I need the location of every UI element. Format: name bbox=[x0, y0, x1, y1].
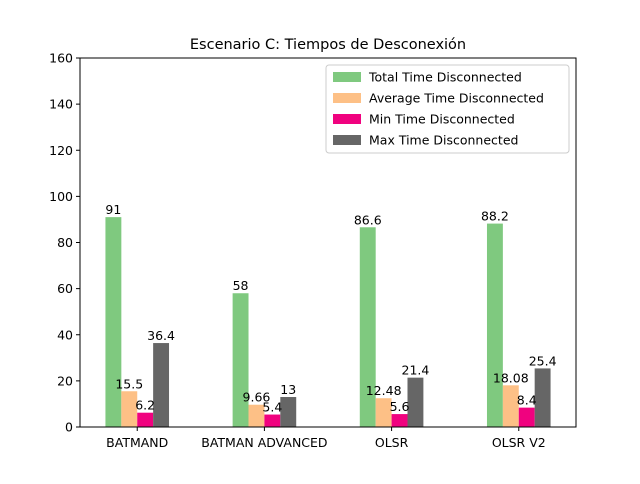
bar-value-label: 5.4 bbox=[262, 400, 282, 415]
bar bbox=[105, 217, 122, 427]
legend-label: Average Time Disconnected bbox=[369, 91, 544, 106]
bar-value-label: 25.4 bbox=[529, 353, 557, 368]
x-tick-label: OLSR V2 bbox=[492, 435, 546, 450]
bar bbox=[121, 391, 138, 427]
legend-box bbox=[325, 64, 570, 154]
y-tick-label: 160 bbox=[49, 51, 73, 66]
legend-swatch bbox=[333, 72, 361, 82]
bar bbox=[534, 368, 551, 427]
y-tick-label: 100 bbox=[49, 189, 73, 204]
legend: Total Time Disconnected Average Time Disc… bbox=[325, 64, 570, 154]
bar bbox=[137, 412, 154, 427]
bar-value-label: 21.4 bbox=[402, 363, 430, 378]
bars-layer bbox=[105, 217, 551, 427]
y-tick-label: 0 bbox=[65, 420, 73, 435]
bar bbox=[264, 414, 281, 427]
y-tick-label: 120 bbox=[49, 143, 73, 158]
y-tick-label: 60 bbox=[57, 281, 73, 296]
axes-layer: 0 20 40 60 80 100 120 140 160 BATMAND BATMAN ADVAN… bbox=[49, 51, 577, 450]
bar-value-label: 58 bbox=[233, 278, 249, 293]
bar-value-label: 12.48 bbox=[366, 383, 402, 398]
legend-swatch bbox=[333, 135, 361, 145]
bar-value-label: 8.4 bbox=[517, 393, 537, 408]
bar-value-label: 15.5 bbox=[115, 376, 143, 391]
bar bbox=[407, 377, 424, 427]
y-tick-label: 40 bbox=[57, 327, 73, 342]
bar bbox=[486, 223, 503, 427]
bar-value-label: 9.66 bbox=[243, 390, 271, 405]
bar bbox=[518, 407, 535, 427]
bar bbox=[153, 343, 170, 427]
bar-value-label: 91 bbox=[105, 202, 121, 217]
y-tick-label: 20 bbox=[57, 373, 73, 388]
legend-label: Max Time Disconnected bbox=[369, 133, 518, 148]
legend-label: Min Time Disconnected bbox=[369, 112, 515, 127]
y-tick-label: 140 bbox=[49, 97, 73, 112]
y-tick-label: 80 bbox=[57, 235, 73, 250]
data-labels-layer: 91 58 86.6 88.2 15.5 9.66 12.48 18.08 6.2 5.4 5.6 8… bbox=[105, 202, 556, 414]
bar bbox=[391, 414, 408, 427]
x-tick-label: BATMAND bbox=[106, 435, 168, 450]
bar-value-label: 5.6 bbox=[390, 399, 410, 414]
x-tick-label: OLSR bbox=[375, 435, 409, 450]
bar bbox=[375, 398, 392, 427]
bar-value-label: 88.2 bbox=[481, 209, 509, 224]
x-tick-label: BATMAN ADVANCED bbox=[201, 435, 327, 450]
legend-swatch bbox=[333, 114, 361, 124]
bar bbox=[280, 397, 297, 427]
bar bbox=[502, 385, 519, 427]
bar-value-label: 86.6 bbox=[354, 212, 382, 227]
bar bbox=[359, 227, 376, 427]
legend-label: Total Time Disconnected bbox=[368, 70, 522, 85]
chart-title: Escenario C: Tiempos de Desconexión bbox=[190, 37, 466, 53]
bar bbox=[232, 293, 249, 427]
bar bbox=[248, 404, 265, 427]
bar-value-label: 6.2 bbox=[135, 398, 155, 413]
bar-value-label: 13 bbox=[280, 382, 296, 397]
legend-swatch bbox=[333, 93, 361, 103]
bar-value-label: 36.4 bbox=[147, 328, 175, 343]
bar-value-label: 18.08 bbox=[493, 370, 529, 385]
